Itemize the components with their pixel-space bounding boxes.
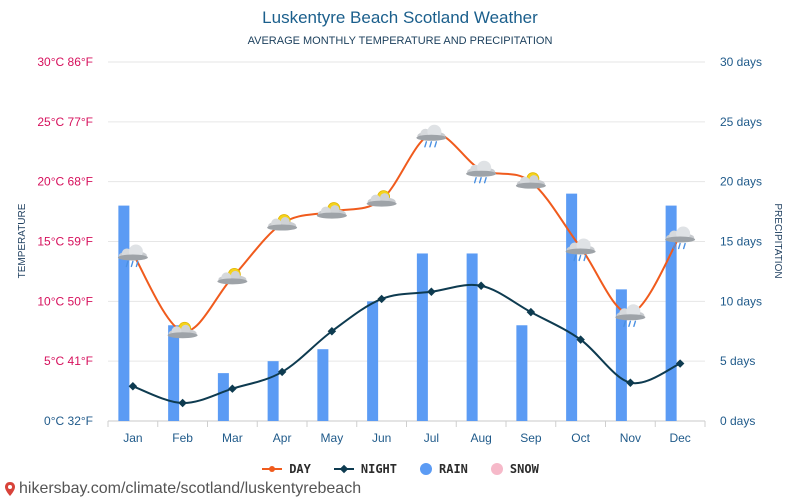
cloud-sun-icon (217, 267, 248, 285)
x-tick-label: Jun (372, 431, 391, 445)
rain-bar (217, 373, 229, 421)
rain-bar (665, 205, 677, 421)
x-tick-label: Jan (123, 431, 142, 445)
rain-bar (416, 253, 428, 421)
grid-lines (107, 61, 706, 427)
rain-bar (317, 349, 329, 421)
rain-bar (118, 205, 130, 421)
y-axis-title-right: PRECIPITATION (772, 203, 783, 278)
cloud-rain-icon (615, 304, 646, 327)
cloud-sun-icon (515, 172, 546, 189)
day-line (132, 132, 681, 333)
night-point (377, 294, 386, 304)
x-tick-label: Nov (620, 431, 641, 445)
rain-bar (466, 253, 478, 421)
night-point (427, 287, 436, 297)
x-tick-label: Dec (669, 431, 690, 445)
right-tick-label: 10 days (720, 294, 762, 308)
rain-bar (367, 301, 379, 421)
x-tick-label: Apr (273, 431, 292, 445)
night-point (128, 382, 138, 391)
legend: DAY NIGHT RAIN SNOW (0, 462, 800, 476)
night-point (228, 384, 237, 393)
x-tick-label: Feb (172, 431, 193, 445)
legend-day-marker (262, 466, 283, 472)
x-tick-label: May (321, 431, 344, 445)
right-tick-label: 20 days (720, 175, 762, 189)
legend-night-marker (333, 464, 354, 474)
legend-snow[interactable]: SNOW (490, 462, 539, 476)
cloud-sun-icon (366, 190, 397, 207)
left-tick-label: 0°C 32°F (44, 414, 93, 428)
right-tick-label: 30 days (720, 55, 762, 69)
rain-bar (168, 325, 180, 421)
rain-bar (615, 289, 627, 421)
cloud-rain-icon (565, 238, 596, 262)
axes: 0°C 32°F 0 days 5°C 41°F 5 days 10°C 50°F 10 … (17, 55, 783, 445)
night-point (178, 398, 187, 408)
night-point (626, 378, 635, 387)
cloud-rain-icon (117, 244, 148, 268)
left-tick-label: 25°C 77°F (37, 115, 93, 129)
legend-snow-marker (490, 463, 503, 475)
legend-day[interactable]: DAY (261, 462, 311, 476)
rain-bar (566, 193, 578, 421)
night-point (277, 367, 287, 377)
x-tick-label: Jul (424, 431, 439, 445)
weather-icons (117, 124, 696, 339)
cloud-sun-icon (267, 214, 298, 231)
x-tick-label: Mar (222, 431, 243, 445)
night-point (476, 281, 486, 291)
map-pin-icon (5, 482, 15, 496)
night-point (675, 359, 685, 368)
legend-snow-label: SNOW (509, 462, 539, 476)
y-axis-title-left: TEMPERATURE (17, 203, 28, 278)
legend-rain-marker (420, 463, 432, 475)
night-point (327, 327, 337, 336)
cloud-sun-icon (167, 321, 198, 339)
right-tick-label: 15 days (720, 235, 762, 249)
cloud-rain-icon (665, 226, 696, 250)
temperature-lines (128, 132, 685, 408)
cloud-rain-icon (416, 124, 447, 148)
left-tick-label: 5°C 41°F (44, 354, 93, 368)
chart-title: Luskentyre Beach Scotland Weather (262, 8, 538, 27)
x-tick-label: Sep (520, 431, 542, 445)
left-tick-label: 10°C 50°F (37, 294, 93, 308)
legend-night[interactable]: NIGHT (333, 462, 397, 476)
right-tick-label: 25 days (720, 115, 762, 129)
right-tick-label: 0 days (720, 414, 755, 428)
legend-rain[interactable]: RAIN (419, 462, 468, 476)
left-tick-label: 15°C 59°F (37, 235, 93, 249)
night-point (576, 335, 585, 344)
source-url: hikersbay.com/climate/scotland/luskentyr… (19, 480, 362, 497)
legend-day-label: DAY (289, 462, 311, 476)
left-tick-label: 20°C 68°F (37, 175, 93, 189)
legend-rain-label: RAIN (439, 462, 468, 476)
rain-bar (516, 325, 528, 421)
x-tick-label: Oct (571, 431, 590, 445)
rain-bar (267, 361, 279, 421)
night-point (526, 307, 536, 317)
legend-night-label: NIGHT (360, 462, 397, 476)
cloud-rain-icon (466, 160, 497, 184)
right-tick-label: 5 days (720, 354, 755, 368)
chart-subtitle: AVERAGE MONTHLY TEMPERATURE AND PRECIPIT… (247, 35, 553, 47)
x-tick-label: Aug (470, 431, 491, 445)
rain-bars (118, 193, 677, 421)
left-tick-label: 30°C 86°F (37, 55, 93, 69)
cloud-sun-icon (316, 202, 347, 219)
source-link[interactable]: hikersbay.com/climate/scotland/luskentyr… (4, 480, 361, 498)
